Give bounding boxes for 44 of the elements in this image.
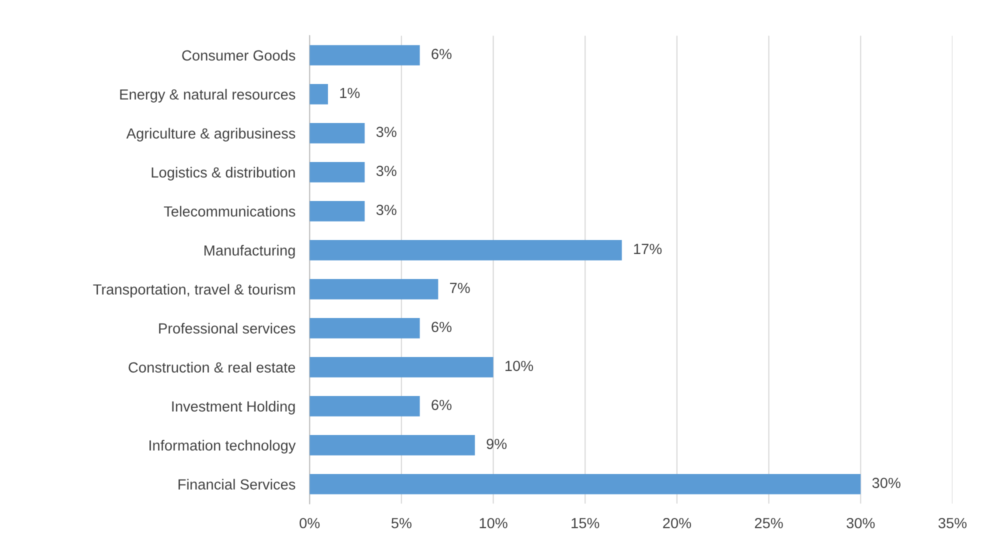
data-label: 10%	[506, 360, 534, 372]
y-tick-label: Manufacturing	[204, 244, 295, 258]
data-label: 30%	[872, 478, 900, 488]
bar	[310, 123, 365, 144]
data-label: 9%	[486, 438, 507, 450]
x-tick-label: 20%	[663, 518, 692, 528]
x-tick-label: 35%	[938, 518, 967, 528]
data-label: 6%	[432, 322, 452, 332]
y-tick-label: Consumer Goods	[182, 50, 296, 61]
bar	[310, 396, 420, 416]
y-tick-label: Telecommunications	[164, 206, 296, 217]
y-tick-label: Energy & natural resources	[120, 88, 296, 103]
data-label: 3%	[376, 166, 396, 176]
data-label: 1%	[340, 88, 360, 98]
x-tick-label: 25%	[754, 518, 783, 528]
bar	[310, 474, 861, 494]
x-tick-label: 30%	[846, 518, 875, 528]
y-tick-label: Information technology	[150, 440, 296, 454]
data-label: 3%	[376, 126, 396, 138]
x-tick-label: 0%	[300, 518, 320, 528]
data-label: 17%	[634, 244, 662, 254]
y-tick-label: Agriculture & agribusiness	[126, 128, 296, 142]
bar	[310, 45, 420, 66]
data-label: 7%	[450, 282, 470, 294]
bar	[310, 240, 622, 260]
data-label: 6%	[432, 48, 452, 60]
bar	[310, 201, 365, 222]
bar	[310, 84, 328, 104]
data-label: 6%	[432, 400, 452, 410]
bar	[310, 357, 494, 378]
y-tick-label: Logistics & distribution	[152, 166, 295, 181]
y-tick-label: Professional services	[159, 322, 296, 334]
y-tick-label: Construction & real estate	[128, 362, 296, 373]
bar	[310, 318, 420, 338]
y-tick-label: Financial Services	[178, 478, 296, 490]
x-tick-label: 5%	[391, 518, 412, 528]
bar	[310, 435, 475, 456]
data-label: 3%	[376, 204, 396, 216]
x-tick-label: 15%	[572, 518, 600, 528]
x-tick-label: 10%	[480, 518, 508, 528]
bar	[310, 279, 438, 300]
bar	[310, 162, 365, 182]
y-tick-label: Investment Holding	[172, 400, 295, 414]
y-tick-label: Transportation, travel & tourism	[93, 284, 295, 298]
